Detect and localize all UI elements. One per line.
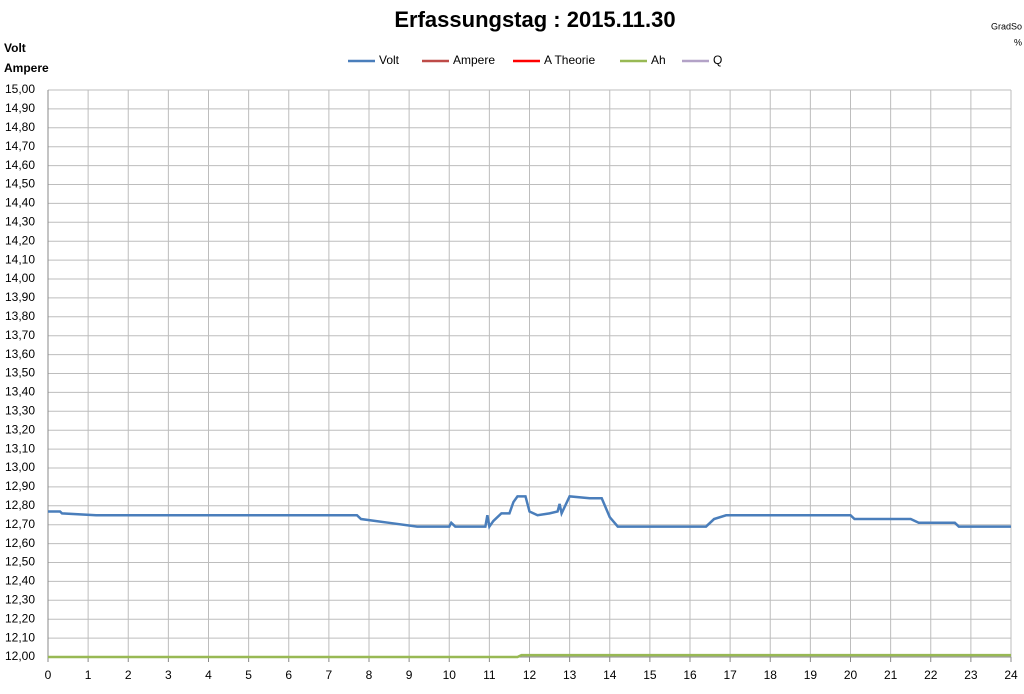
x-tick-label: 19	[804, 668, 818, 682]
legend-label: Ampere	[453, 53, 495, 67]
y-tick-label: 13,60	[5, 347, 35, 361]
y-tick-label: 13,00	[5, 460, 35, 474]
y-tick-label: 12,90	[5, 479, 35, 493]
legend-label: Q	[713, 53, 722, 67]
chart-title: Erfassungstag : 2015.11.30	[394, 7, 675, 32]
y-tick-label: 12,60	[5, 536, 35, 550]
x-tick-label: 14	[603, 668, 617, 682]
y-tick-label: 14,60	[5, 158, 35, 172]
y-tick-label: 14,20	[5, 233, 35, 247]
x-tick-label: 15	[643, 668, 657, 682]
y2-axis-label: %	[1014, 37, 1022, 47]
y-tick-label: 13,40	[5, 385, 35, 399]
x-tick-label: 3	[165, 668, 172, 682]
y-tick-label: 13,80	[5, 309, 35, 323]
y-tick-label: 13,10	[5, 441, 35, 455]
x-tick-label: 10	[443, 668, 457, 682]
series-line	[48, 653, 1011, 659]
x-tick-label: 16	[683, 668, 697, 682]
x-tick-label: 13	[563, 668, 577, 682]
y-tick-label: 12,80	[5, 498, 35, 512]
legend-label: Volt	[379, 53, 400, 67]
y-tick-label: 14,40	[5, 196, 35, 210]
y-tick-label: 13,90	[5, 290, 35, 304]
x-tick-label: 17	[723, 668, 737, 682]
x-tick-label: 12	[523, 668, 537, 682]
y-tick-label: 12,00	[5, 649, 35, 663]
y-axis-label: Ampere	[4, 61, 49, 75]
y-tick-label: 12,70	[5, 517, 35, 531]
y-tick-label: 13,70	[5, 328, 35, 342]
x-tick-label: 23	[964, 668, 978, 682]
y-tick-label: 13,20	[5, 422, 35, 436]
y-tick-label: 12,50	[5, 555, 35, 569]
x-tick-label: 24	[1004, 668, 1018, 682]
y2-axis-label: GradSo	[991, 21, 1022, 31]
y-tick-label: 14,90	[5, 101, 35, 115]
x-tick-label: 1	[85, 668, 92, 682]
y-axis-label: Volt	[4, 41, 26, 55]
legend-label: Ah	[651, 53, 666, 67]
y-tick-label: 12,40	[5, 574, 35, 588]
series-line	[48, 495, 1011, 530]
x-tick-label: 9	[406, 668, 413, 682]
x-tick-label: 4	[205, 668, 212, 682]
x-tick-label: 22	[924, 668, 938, 682]
x-tick-label: 6	[285, 668, 292, 682]
legend-label: A Theorie	[544, 53, 595, 67]
x-tick-label: 7	[326, 668, 333, 682]
x-tick-label: 2	[125, 668, 132, 682]
y-tick-label: 14,10	[5, 252, 35, 266]
x-tick-label: 11	[483, 668, 496, 682]
y-tick-label: 14,30	[5, 214, 35, 228]
y-tick-label: 15,00	[5, 82, 35, 96]
x-tick-label: 5	[245, 668, 252, 682]
x-tick-label: 18	[764, 668, 778, 682]
y-tick-label: 14,70	[5, 139, 35, 153]
y-tick-label: 12,10	[5, 630, 35, 644]
x-tick-label: 0	[45, 668, 52, 682]
y-tick-label: 12,30	[5, 592, 35, 606]
y-tick-label: 13,30	[5, 403, 35, 417]
x-tick-label: 8	[366, 668, 373, 682]
y-tick-label: 12,20	[5, 611, 35, 625]
y-tick-label: 13,50	[5, 366, 35, 380]
x-tick-label: 20	[844, 668, 858, 682]
y-tick-label: 14,80	[5, 120, 35, 134]
y-tick-label: 14,00	[5, 271, 35, 285]
x-tick-label: 21	[884, 668, 898, 682]
y-tick-label: 14,50	[5, 177, 35, 191]
